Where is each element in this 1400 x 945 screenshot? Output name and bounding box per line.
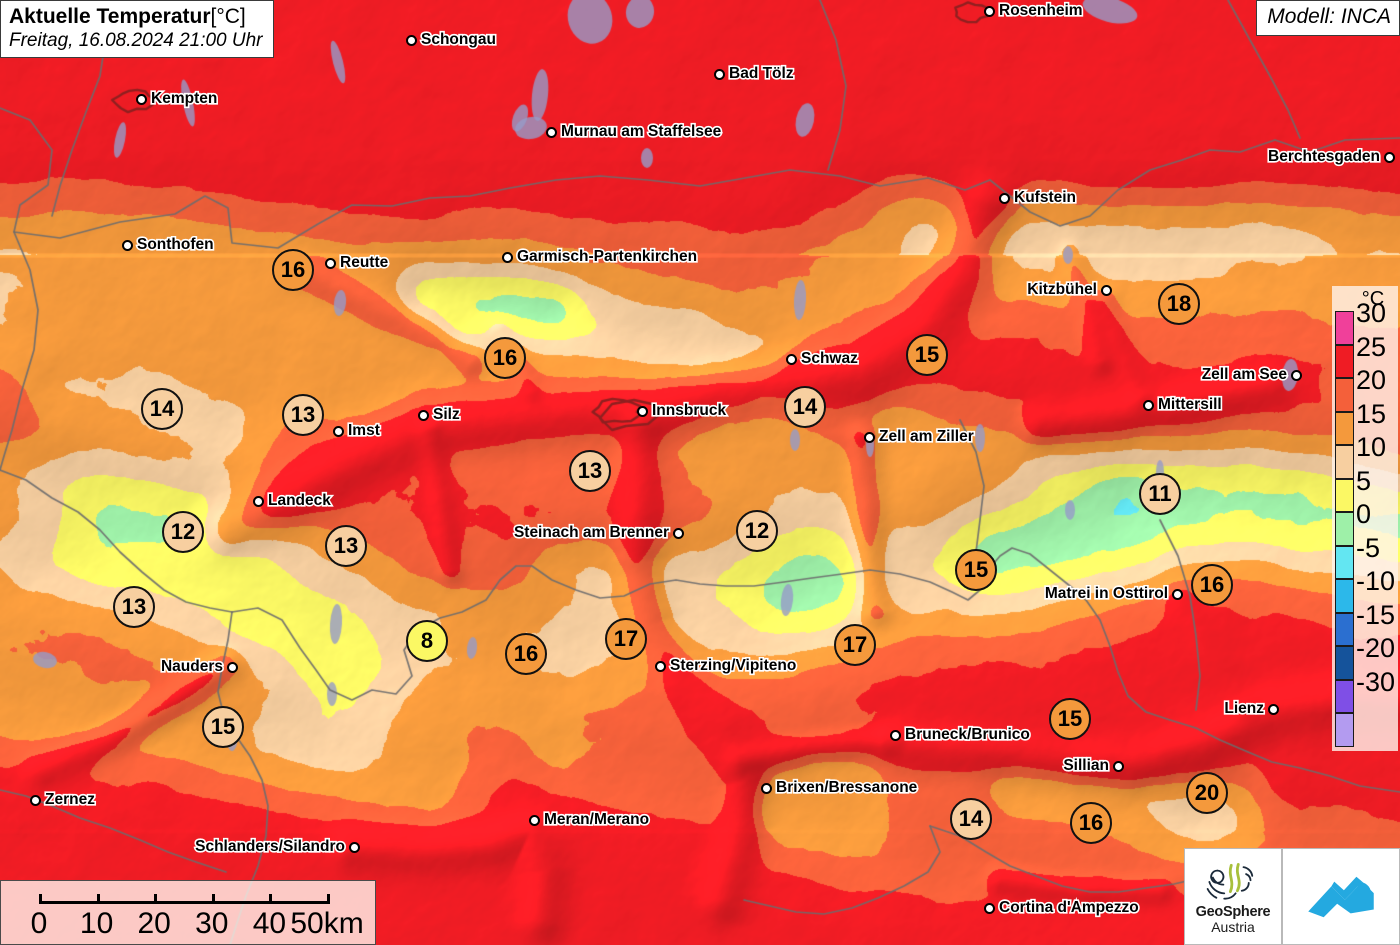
colorbar-swatch [1335,679,1354,713]
colorbar-band: 0 [1334,501,1396,546]
colorbar-band: -5 [1334,534,1396,579]
logo-bar: GeoSphere Austria [1184,848,1400,945]
partner-logo[interactable] [1282,848,1400,945]
station-temperature-bubble[interactable]: 17 [605,618,647,660]
scale-tick-label: 30 [195,907,229,940]
colorbar-tick-label: 10 [1356,432,1387,462]
colorbar-swatch [1335,478,1354,512]
station-temperature-bubble[interactable]: 16 [272,249,314,291]
station-temperature-bubble[interactable]: 8 [406,620,448,662]
station-temperature-bubble[interactable]: 13 [113,586,155,628]
station-temperature-bubble[interactable]: 15 [955,549,997,591]
geosphere-mark-icon [1206,863,1254,900]
station-temperature-bubble[interactable]: 16 [484,337,526,379]
colorbar-swatch [1335,378,1354,412]
scale-tick-label: 50km [290,907,364,940]
station-temperature-bubble[interactable]: 16 [505,633,547,675]
colorbar-band: -15 [1334,601,1396,646]
colorbar-tick-label: -5 [1356,532,1381,563]
scale-tick [269,894,273,904]
station-temperature-bubble[interactable]: 15 [906,334,948,376]
map-title-box: Aktuelle Temperatur[°C] Freitag, 16.08.2… [0,0,274,58]
colorbar-band: 30 [1334,300,1396,345]
scale-tick-label: 20 [137,907,171,940]
colorbar-tick-label: -30 [1356,666,1396,697]
colorbar-tick-label: 30 [1356,298,1387,328]
scale-tick [211,894,215,904]
colorbar-swatch [1335,545,1354,579]
title-main-text: Aktuelle Temperatur [9,5,211,28]
colorbar-tick-label: -15 [1356,599,1396,630]
map-timestamp: Freitag, 16.08.2024 21:00 Uhr [9,29,263,51]
colorbar-swatch [1335,344,1354,378]
colorbar-tick-label: -10 [1356,566,1396,596]
scale-bar-track [39,894,330,904]
model-info-box: Modell: INCA [1256,0,1400,36]
colorbar-swatch [1335,612,1354,646]
scale-tick [154,894,158,904]
blue-arrow-icon [1308,876,1374,917]
colorbar-band: 20 [1334,367,1396,412]
temperature-colorbar[interactable]: °C 30 25 20 15 10 5 0 -5 -10 -15 -20 -30 [1332,286,1398,751]
station-temperature-bubble[interactable]: 16 [1070,802,1112,844]
colorbar-unit-label: °C [1361,288,1385,310]
colorbar-band: -30 [1334,668,1396,713]
colorbar-band: 15 [1334,400,1396,445]
colorbar-swatch [1335,445,1354,479]
station-temperature-bubble[interactable]: 12 [162,511,204,553]
colorbar-swatch [1335,646,1354,680]
scale-tick-label: 0 [30,907,48,940]
station-temperature-bubble[interactable]: 20 [1186,772,1228,814]
colorbar-swatch [1335,713,1354,747]
scale-tick-label: 40 [252,907,287,940]
scale-tick [96,894,100,904]
station-temperature-bubble[interactable]: 16 [1191,564,1233,606]
station-temperature-bubble[interactable]: 14 [784,386,826,428]
colorbar-swatch [1335,411,1354,445]
scale-tick-label: 10 [79,907,114,940]
map-scale-bar: 0 10 20 30 40 50km [0,880,376,945]
colorbar-swatch [1335,512,1354,546]
scale-tick [327,894,330,904]
colorbar-swatch [1335,311,1354,345]
page-title: Aktuelle Temperatur[°C] [9,5,263,29]
station-temperature-bubble[interactable]: 15 [1049,698,1091,740]
station-temperature-bubble[interactable]: 13 [569,450,611,492]
geosphere-logo-subtitle: Austria [1211,919,1255,936]
colorbar-tick-label: 0 [1356,499,1372,529]
model-label: Modell: INCA [1267,5,1391,28]
colorbar-tick-label: 5 [1356,465,1372,496]
colorbar-band: -10 [1334,568,1396,613]
geosphere-austria-logo[interactable]: GeoSphere Austria [1184,848,1282,945]
station-temperature-bubble[interactable]: 13 [282,394,324,436]
station-temperature-bubble[interactable]: 14 [141,388,183,430]
colorbar-band: 25 [1334,333,1396,378]
title-unit-text: [°C] [210,5,246,28]
colorbar-band: 10 [1334,434,1396,479]
station-temperature-bubble[interactable]: 18 [1158,283,1200,325]
colorbar-tick-label: 25 [1356,331,1387,362]
colorbar-band: -20 [1334,635,1396,680]
station-temperature-bubble[interactable]: 13 [325,525,367,567]
geosphere-logo-name: GeoSphere [1195,904,1271,921]
station-temperature-bubble[interactable]: 15 [202,706,244,748]
colorbar-bands: 30 25 20 15 10 5 0 -5 -10 -15 -20 -30 [1334,300,1396,747]
scale-tick [39,894,42,904]
colorbar-tick-label: 15 [1356,398,1387,429]
colorbar-tick-label: 20 [1356,365,1387,395]
station-temperature-bubble[interactable]: 14 [950,798,992,840]
station-temperature-bubble[interactable]: 11 [1139,473,1181,515]
colorbar-swatch [1335,579,1354,613]
colorbar-band [1334,713,1396,747]
colorbar-band: 5 [1334,467,1396,512]
station-temperature-bubble[interactable]: 17 [834,624,876,666]
station-temperature-bubble[interactable]: 12 [736,510,778,552]
colorbar-tick-label: -20 [1356,633,1396,663]
